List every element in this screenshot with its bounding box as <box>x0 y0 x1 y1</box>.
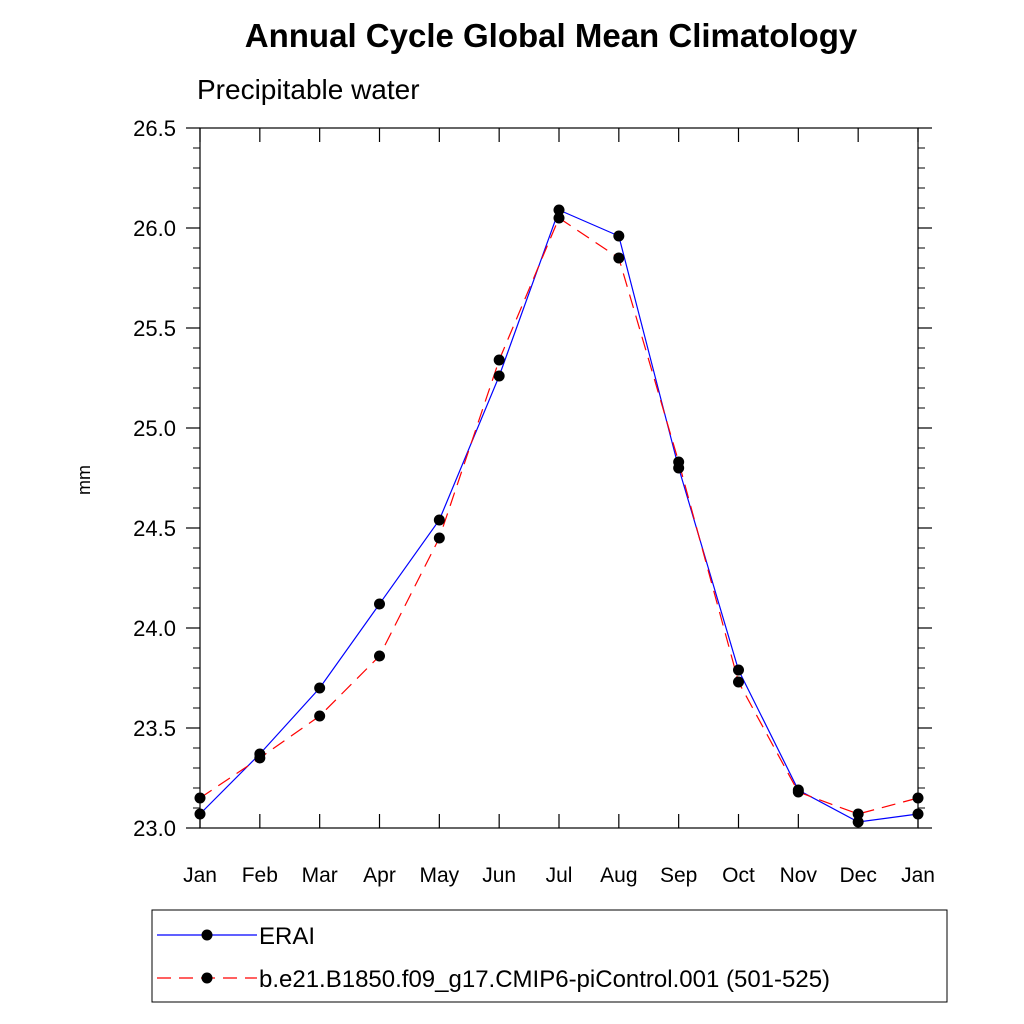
x-tick-label: Mar <box>302 864 338 887</box>
x-tick-label: Feb <box>242 864 278 887</box>
plot-frame <box>199 127 919 829</box>
x-tick-label: May <box>419 864 459 887</box>
x-tick-label: Apr <box>363 864 396 887</box>
data-point-series-1 <box>673 456 685 468</box>
series-markers <box>194 204 924 828</box>
x-tick-label: Nov <box>780 864 818 887</box>
x-tick-label: Jul <box>546 864 573 887</box>
series-lines <box>199 209 919 823</box>
data-point-series-1 <box>852 808 864 820</box>
data-point-series-1 <box>314 710 326 722</box>
data-point-series-0 <box>852 816 864 828</box>
y-axis-label: mm <box>74 465 94 495</box>
x-tick-label: Aug <box>600 864 637 887</box>
data-point-series-1 <box>433 532 445 544</box>
data-point-series-1 <box>254 752 266 764</box>
series-line-1 <box>199 217 919 815</box>
x-tick-label: Jun <box>482 864 516 887</box>
y-tick-label: 24.0 <box>133 616 176 641</box>
legend-label-model: b.e21.B1850.f09_g17.CMIP6-piControl.001 … <box>259 966 830 993</box>
data-point-series-0 <box>314 682 326 694</box>
data-point-series-0 <box>733 664 744 676</box>
data-point-series-0 <box>493 370 505 382</box>
x-tick-label: Oct <box>722 864 755 887</box>
y-tick-label: 24.5 <box>133 516 176 541</box>
legend-marker-erai <box>201 929 213 941</box>
y-tick-labels: 23.0 23.5 24.0 24.5 25.0 25.5 26.0 26.5 <box>133 116 176 841</box>
data-point-series-0 <box>374 598 385 610</box>
x-tick-label: Jan <box>183 864 217 887</box>
data-point-series-0 <box>553 204 565 216</box>
x-tick-label: Dec <box>839 864 876 887</box>
data-point-series-0 <box>613 230 625 242</box>
chart-subtitle: Precipitable water <box>197 74 420 105</box>
data-point-series-1 <box>493 354 505 366</box>
y-tick-label: 23.0 <box>133 816 176 841</box>
data-point-series-0 <box>433 514 445 526</box>
major-ticks <box>186 127 932 829</box>
y-tick-label: 23.5 <box>133 716 176 741</box>
legend-marker-model <box>201 972 213 984</box>
data-point-series-1 <box>553 212 565 224</box>
y-tick-label: 25.0 <box>133 416 176 441</box>
legend-box <box>151 909 948 1003</box>
data-point-series-1 <box>792 786 804 798</box>
data-point-series-1 <box>613 252 625 264</box>
data-point-series-1 <box>733 676 744 688</box>
series-line-0 <box>199 209 919 823</box>
legend: ERAI b.e21.B1850.f09_g17.CMIP6-piControl… <box>151 909 948 1003</box>
x-tick-label: Jan <box>901 864 935 887</box>
x-tick-label: Sep <box>660 864 697 887</box>
y-tick-label: 26.5 <box>133 116 176 141</box>
y-tick-label: 26.0 <box>133 216 176 241</box>
minor-ticks <box>193 147 925 809</box>
data-point-series-1 <box>374 650 385 662</box>
x-tick-labels: Jan Feb Mar Apr May Jun Jul Aug Sep Oct Nov Dec Jan <box>183 864 935 887</box>
legend-label-erai: ERAI <box>259 923 315 950</box>
y-tick-label: 25.5 <box>133 316 176 341</box>
chart-title: Annual Cycle Global Mean Climatology <box>245 17 858 54</box>
